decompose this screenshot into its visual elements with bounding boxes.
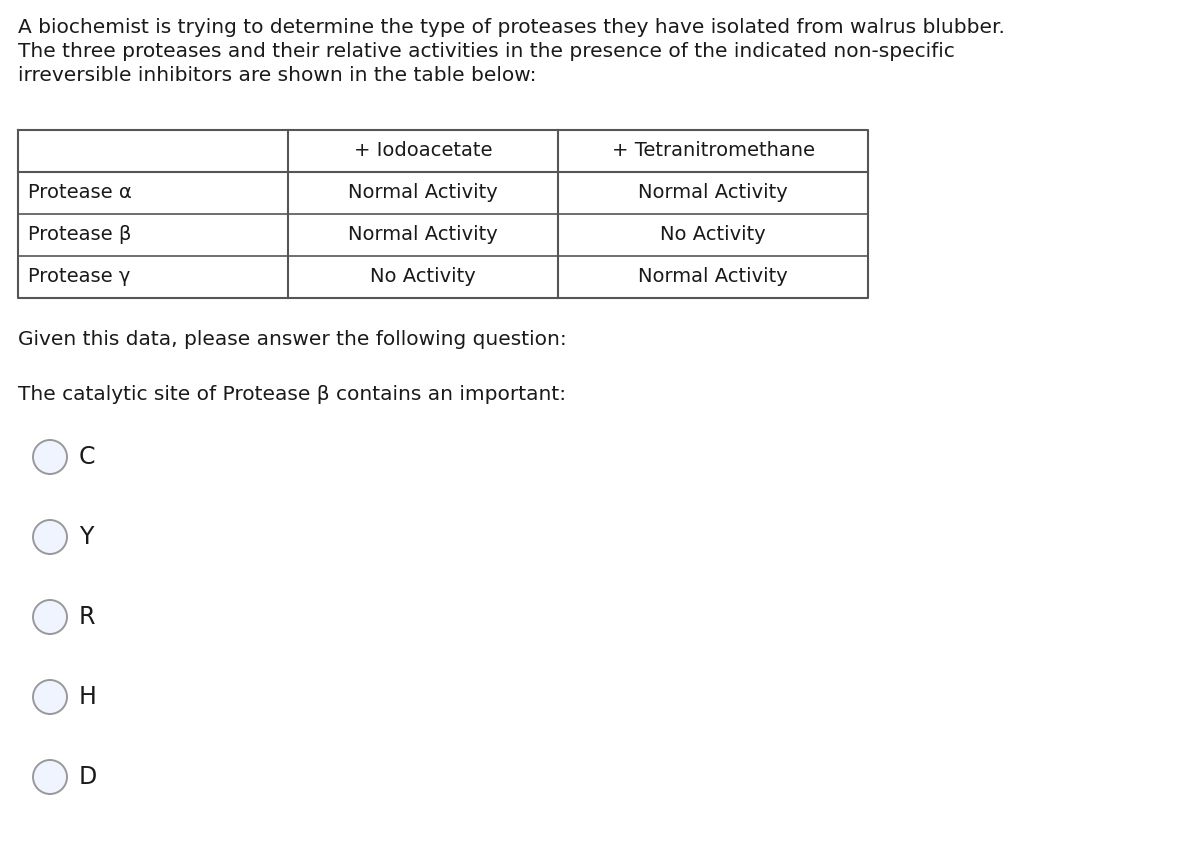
Text: Normal Activity: Normal Activity bbox=[638, 183, 788, 202]
Text: Y: Y bbox=[79, 525, 93, 549]
Text: Protease β: Protease β bbox=[27, 226, 131, 245]
Text: Protease α: Protease α bbox=[27, 183, 131, 202]
Text: Normal Activity: Normal Activity bbox=[638, 268, 788, 287]
Text: irreversible inhibitors are shown in the table below:: irreversible inhibitors are shown in the… bbox=[18, 66, 536, 85]
Text: + Iodoacetate: + Iodoacetate bbox=[353, 142, 492, 161]
Text: R: R bbox=[79, 605, 96, 629]
Text: H: H bbox=[79, 685, 97, 709]
Text: + Tetranitromethane: + Tetranitromethane bbox=[611, 142, 814, 161]
Circle shape bbox=[33, 760, 67, 794]
Circle shape bbox=[33, 440, 67, 474]
Text: The catalytic site of Protease β contains an important:: The catalytic site of Protease β contain… bbox=[18, 385, 566, 404]
Text: Given this data, please answer the following question:: Given this data, please answer the follo… bbox=[18, 330, 567, 349]
Text: Normal Activity: Normal Activity bbox=[349, 183, 498, 202]
Text: The three proteases and their relative activities in the presence of the indicat: The three proteases and their relative a… bbox=[18, 42, 955, 61]
Circle shape bbox=[33, 600, 67, 634]
Text: No Activity: No Activity bbox=[660, 226, 765, 245]
Text: A biochemist is trying to determine the type of proteases they have isolated fro: A biochemist is trying to determine the … bbox=[18, 18, 1005, 37]
Text: C: C bbox=[79, 445, 96, 469]
Text: No Activity: No Activity bbox=[370, 268, 476, 287]
Text: Protease γ: Protease γ bbox=[27, 268, 130, 287]
Text: D: D bbox=[79, 765, 97, 789]
Circle shape bbox=[33, 520, 67, 554]
Bar bbox=[18, 130, 868, 298]
Text: Normal Activity: Normal Activity bbox=[349, 226, 498, 245]
Circle shape bbox=[33, 680, 67, 714]
